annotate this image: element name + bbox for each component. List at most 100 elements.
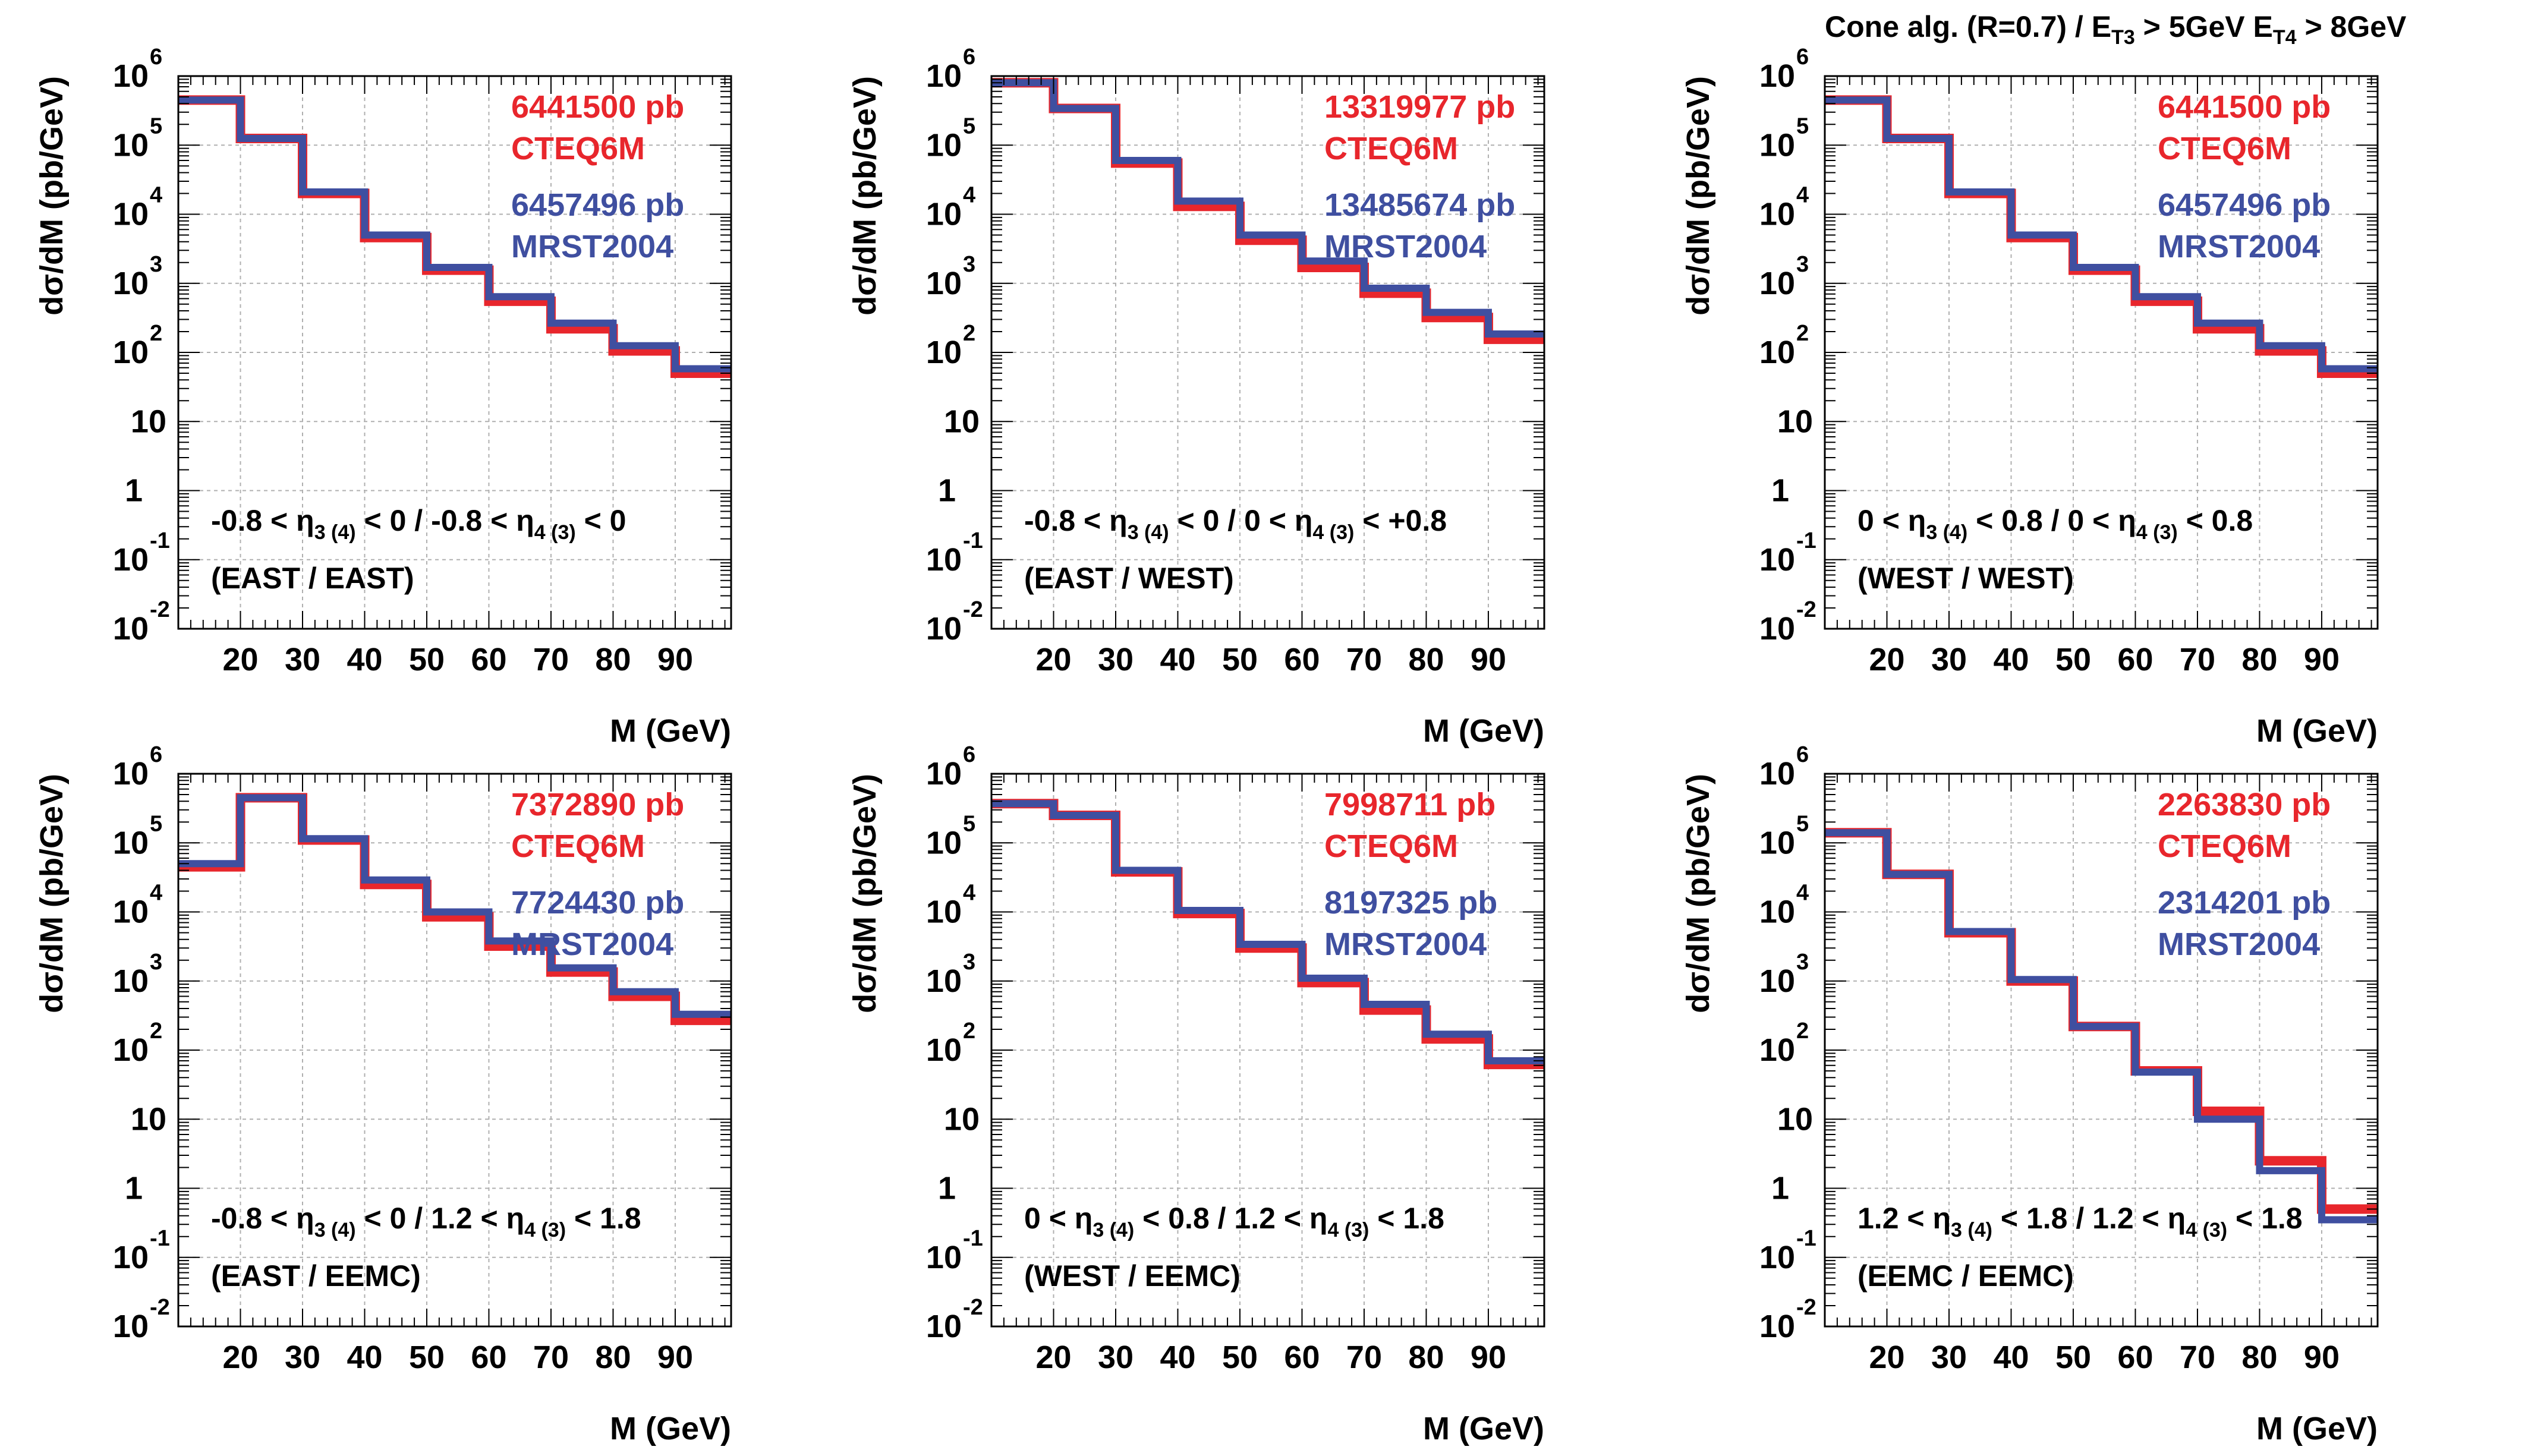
eta-cut-annotation: 1.2 < η3 (4) < 1.8 / 1.2 < η4 (3) < 1.8 (1857, 1202, 2303, 1241)
y-tick-label: 10 (113, 1032, 149, 1068)
eta-range-start: -0.8 < (211, 1202, 296, 1235)
eta-cut-annotation: 0 < η3 (4) < 0.8 / 1.2 < η4 (3) < 1.8 (1024, 1202, 1444, 1241)
series-mrst2004 (991, 800, 1544, 1065)
y-tick-base: 10 (1759, 542, 1795, 578)
eta-subscript: 4 (3) (2136, 521, 2178, 544)
x-tick-label: 50 (1222, 1340, 1258, 1375)
eta-range-middle: < 0 / -0.8 < (356, 504, 517, 537)
y-tick-label: 10 (926, 756, 962, 792)
x-tick-label: 90 (1471, 642, 1506, 677)
x-tick-label: 80 (1408, 642, 1444, 677)
cteq6m-total: 2263830 pb (2158, 787, 2331, 822)
y-tick-label: 1 (1771, 1171, 1789, 1206)
cteq6m-label: CTEQ6M (511, 828, 645, 864)
y-tick-label: 10 (926, 1032, 962, 1068)
eta-range-middle: < 0.8 / 1.2 < (1134, 1202, 1309, 1235)
series-mrst2004 (178, 96, 731, 373)
x-tick-label: 60 (1284, 1340, 1320, 1375)
x-tick-label: 50 (1222, 642, 1258, 677)
y-tick-label: 1 (938, 1171, 956, 1206)
y-tick-exponent: 6 (1796, 742, 1809, 767)
eta-symbol: η (2118, 504, 2136, 537)
x-tick-label: 20 (1035, 642, 1071, 677)
series-mrst2004 (991, 79, 1544, 338)
eta-range-end: < +0.8 (1354, 504, 1447, 537)
y-tick-base: 10 (1759, 58, 1795, 94)
y-tick-exponent: 3 (150, 252, 162, 277)
title-e3-sub: T3 (2111, 26, 2135, 49)
y-tick-exponent: 4 (963, 881, 975, 906)
y-tick-exponent: 5 (963, 114, 975, 138)
x-tick-label: 80 (595, 1340, 631, 1375)
y-tick-base: 10 (926, 894, 962, 930)
y-tick-label: 10 (1759, 756, 1795, 792)
y-tick-label: 10 (113, 335, 149, 370)
eta-range-start: 1.2 < (1857, 1202, 1933, 1235)
eta-subscript: 3 (4) (1926, 521, 1967, 544)
y-tick-label: 10 (131, 1101, 166, 1137)
title-e4-sub: T4 (2273, 26, 2297, 49)
y-tick-exponent: 5 (1796, 811, 1809, 836)
region-label: (WEST / WEST) (1857, 562, 2074, 595)
x-axis-label: M (GeV) (610, 713, 731, 749)
plot-frame (1824, 773, 2379, 1328)
y-tick-base: 10 (926, 825, 962, 861)
y-tick-exponent: 6 (150, 45, 162, 70)
eta-subscript: 4 (3) (524, 1219, 566, 1241)
x-tick-label: 60 (2117, 642, 2153, 677)
eta-cut-annotation: -0.8 < η3 (4) < 0 / 1.2 < η4 (3) < 1.8 (211, 1202, 641, 1241)
x-tick-label: 40 (1993, 642, 2029, 677)
y-tick-base: 10 (113, 335, 149, 370)
x-tick-label: 70 (533, 642, 569, 677)
eta-range-end: < 1.8 (566, 1202, 641, 1235)
mrst2004-label: MRST2004 (2158, 926, 2320, 962)
y-tick-exponent: 6 (963, 45, 975, 70)
y-tick-exponent: -2 (150, 597, 170, 622)
eta-range-start: -0.8 < (211, 504, 296, 537)
eta-symbol: η (516, 504, 534, 537)
cteq6m-label: CTEQ6M (1324, 131, 1458, 166)
eta-range-middle: < 1.8 / 1.2 < (1992, 1202, 2168, 1235)
y-axis-label: dσ/dM (pb/GeV) (34, 76, 70, 316)
series-mrst2004 (1825, 829, 2378, 1224)
y-tick-label: 10 (1759, 894, 1795, 930)
y-tick-base: 10 (926, 58, 962, 94)
y-tick-exponent: 4 (150, 881, 162, 906)
y-tick-base: 10 (113, 1240, 149, 1275)
x-tick-label: 30 (1931, 642, 1967, 677)
y-tick-exponent: -2 (1796, 1295, 1816, 1320)
eta-range-start: 0 < (1857, 504, 1908, 537)
title-gap (2245, 10, 2253, 43)
x-tick-label: 90 (657, 642, 693, 677)
eta-subscript: 3 (4) (1951, 1219, 1992, 1241)
y-tick-label: 10 (113, 197, 149, 232)
eta-subscript: 4 (3) (1312, 521, 1354, 544)
y-tick-label: 10 (944, 1101, 980, 1137)
x-tick-label: 70 (2180, 1340, 2215, 1375)
y-tick-exponent: -1 (963, 528, 983, 553)
y-tick-base: 10 (1759, 335, 1795, 370)
y-tick-label: 10 (113, 127, 149, 163)
y-tick-label: 10 (926, 58, 962, 94)
x-tick-label: 90 (1471, 1340, 1506, 1375)
y-tick-base: 10 (926, 266, 962, 301)
title-text: Cone alg. (R=0.7) / (1825, 10, 2092, 43)
x-tick-label: 40 (347, 642, 382, 677)
y-tick-exponent: 4 (1796, 183, 1809, 208)
y-tick-exponent: -1 (1796, 1226, 1816, 1251)
y-tick-exponent: 2 (963, 1019, 975, 1044)
y-tick-base: 10 (113, 266, 149, 301)
x-tick-label: 80 (595, 642, 631, 677)
y-tick-base: 10 (1759, 963, 1795, 999)
x-tick-label: 20 (222, 642, 258, 677)
x-tick-label: 80 (1408, 1340, 1444, 1375)
y-tick-base: 10 (1759, 1032, 1795, 1068)
plot-frame (177, 75, 732, 630)
y-tick-label: 10 (1777, 404, 1813, 439)
y-axis-label: dσ/dM (pb/GeV) (1680, 76, 1716, 316)
y-tick-exponent: -1 (150, 528, 170, 553)
x-tick-label: 60 (471, 642, 506, 677)
y-tick-label: 10 (1759, 197, 1795, 232)
